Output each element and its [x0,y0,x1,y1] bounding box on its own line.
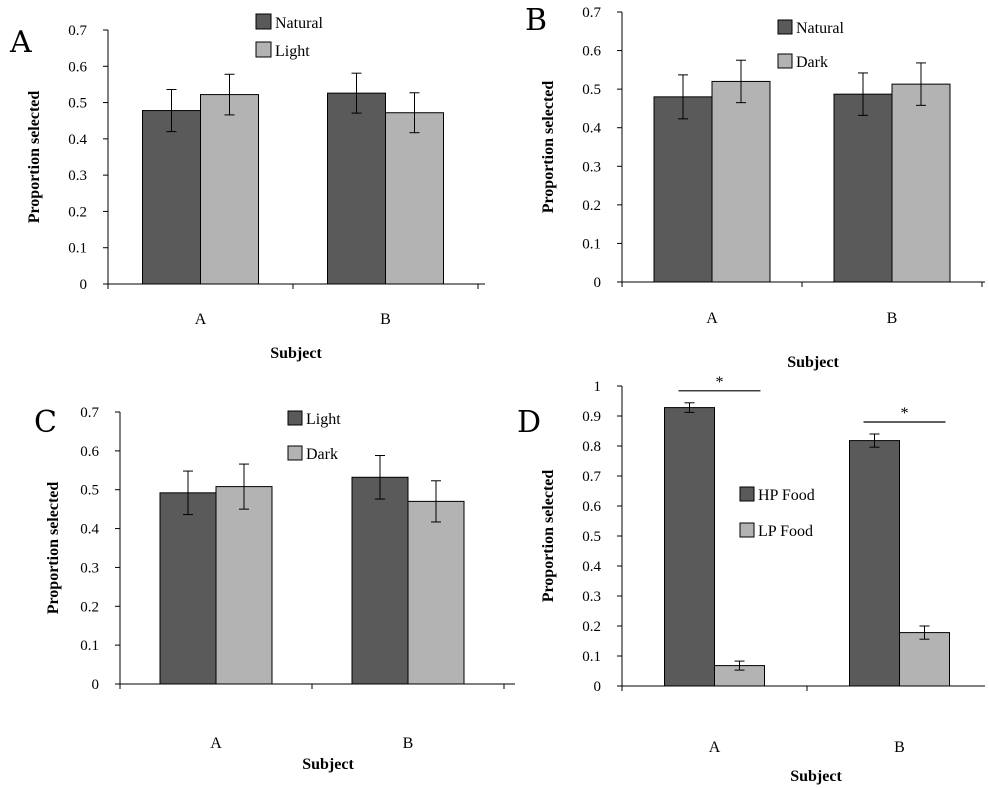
panel-a-legend-swatch [255,13,272,30]
panel-a-x-axis-title: Subject [270,345,322,362]
panel-c-y-tick-label: 0.4 [80,522,99,538]
panel-a-legend-swatch [255,41,272,58]
panel-d-x-tick-label: B [894,739,905,756]
panel-b-legend-label: Dark [796,54,828,71]
panel-b-y-tick-label: 0.7 [582,5,601,21]
panel-a-y-tick-label: 0 [80,277,88,293]
panel-c-y-tick-label: 0.6 [80,444,99,460]
panel-d: D 0 0.1 0.2 0.3 0.4 0.5 0.6 0.7 0.8 0.9 1 A * B * Subjec… [517,374,985,785]
panel-c-bar-b-light [351,476,409,685]
panel-a-legend-label: Natural [275,15,324,32]
panel-d-y-tick-label: 0.2 [582,619,601,635]
panel-d-significance-star: * [716,374,724,391]
panel-c-legend-swatch [287,445,303,461]
panel-c-x-axis-title: Subject [302,756,354,773]
panel-c-y-tick-label: 0.2 [80,599,99,615]
panel-d-legend-label: LP Food [758,523,813,540]
panel-b-letter: B [525,3,547,38]
panel-c-bar-a-dark [215,486,273,685]
panel-c-y-tick-label: 0.5 [80,483,99,499]
panel-b: B 0 0.1 0.2 0.3 0.4 0.5 0.6 0.7 A B Subject Proporti… [525,3,985,371]
panel-b-x-axis-title: Subject [787,354,839,371]
panel-d-y-tick-label: 0.8 [582,439,601,455]
panel-c-y-tick-label: 0 [92,677,100,693]
panel-d-y-tick-label: 0.5 [582,529,601,545]
panel-b-legend: Natural Dark [777,19,845,71]
panel-a-y-tick-label: 0.1 [68,241,87,257]
panel-c-x-tick-label: B [403,735,414,752]
panel-d-y-tick-label: 0.3 [582,589,601,605]
panel-c-legend: Light Dark [287,410,341,463]
panel-c-y-axis-title: Proportion selected [45,482,62,615]
panel-c-bar-a-light [159,492,217,685]
panel-a-y-axis-title: Proportion selected [26,91,43,224]
panel-a: A 0 0.1 0.2 0.3 0.4 0.5 0.6 0.7 A B Subject Proporti… [9,13,485,362]
panel-d-legend-label: HP Food [758,487,815,504]
panel-d-y-tick-label: 0.9 [582,409,601,425]
panel-c: C 0 0.1 0.2 0.3 0.4 0.5 0.6 0.7 A B Subject Proporti… [34,405,515,773]
panel-a-bar-a-natural [142,110,201,285]
panel-d-bar-b-hp-food [849,440,900,687]
panel-b-y-tick-label: 0.6 [582,44,601,60]
panel-a-bar-b-light [385,112,444,285]
panel-d-legend-swatch [739,486,755,502]
panel-c-legend-swatch [287,410,303,426]
panel-d-x-axis-title: Subject [790,768,842,785]
panel-a-letter: A [9,25,32,60]
panel-d-bar-a-hp-food [664,407,715,687]
panel-b-x-tick-label: A [706,310,718,327]
panel-c-legend-label: Light [306,411,341,428]
panel-a-bar-a-light [200,94,259,285]
panel-b-bar-a-natural [653,96,713,283]
panel-b-y-tick-label: 0.5 [582,82,601,98]
panel-b-bar-b-natural [833,93,893,283]
panel-a-bar-b-natural [327,92,386,285]
panel-d-y-tick-label: 0 [594,679,602,695]
panel-a-y-tick-label: 0.7 [68,23,87,39]
panel-b-y-tick-label: 0.2 [582,198,601,214]
panel-b-y-tick-label: 0.4 [582,121,601,137]
panel-d-legend-swatch [739,522,755,538]
panel-b-legend-swatch [777,19,793,35]
panel-b-bar-b-dark [891,83,951,283]
panel-a-legend: Natural Light [255,13,324,60]
panel-b-x-tick-label: B [887,310,898,327]
panel-d-significance-star: * [901,405,909,422]
panel-a-x-tick-label: A [195,311,207,328]
panel-c-y-tick-label: 0.7 [80,405,99,421]
panel-c-y-tick-label: 0.3 [80,560,99,576]
panel-b-y-tick-label: 0.1 [582,236,601,252]
panel-a-legend-label: Light [275,43,310,60]
panel-c-x-tick-label: A [210,735,222,752]
panel-d-x-tick-label: A [709,739,721,756]
panel-d-bar-b-lp-food [899,632,950,687]
panel-a-y-tick-label: 0.5 [68,96,87,112]
panel-c-letter: C [34,405,57,440]
panel-b-legend-label: Natural [796,20,845,37]
panel-d-letter: D [517,405,541,440]
panel-a-x-tick-label: B [380,311,391,328]
panel-b-bar-a-dark [711,80,771,283]
panel-b-y-axis-title: Proportion selected [540,81,557,214]
panel-d-legend: HP Food LP Food [739,486,815,540]
panel-d-y-tick-label: 0.4 [582,559,601,575]
panel-d-y-tick-label: 1 [594,379,602,395]
panel-b-y-tick-label: 0 [594,275,602,291]
panel-b-y-tick-label: 0.3 [582,159,601,175]
panel-d-y-tick-label: 0.6 [582,499,601,515]
panel-c-legend-label: Dark [306,446,338,463]
panel-a-y-tick-label: 0.6 [68,59,87,75]
panel-b-legend-swatch [777,53,793,69]
panel-d-y-tick-label: 0.1 [582,649,601,665]
panel-c-bar-b-dark [407,500,465,685]
panel-a-y-tick-label: 0.4 [68,132,87,148]
panel-a-y-tick-label: 0.2 [68,204,87,220]
panel-c-y-tick-label: 0.1 [80,638,99,654]
panel-d-y-axis-title: Proportion selected [540,470,557,603]
panel-d-y-tick-label: 0.7 [582,469,601,485]
panel-a-y-tick-label: 0.3 [68,168,87,184]
